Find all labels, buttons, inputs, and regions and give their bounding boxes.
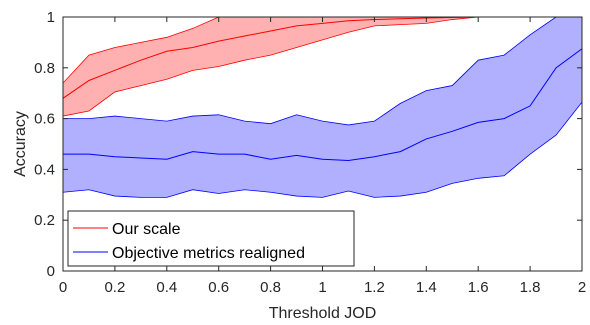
objective-metrics-realigned-lower-line	[63, 101, 582, 198]
y-tick-label: 0	[47, 263, 55, 280]
legend-box	[67, 210, 355, 267]
x-tick-label: 0	[59, 279, 67, 296]
x-axis-label: Threshold JOD	[269, 305, 377, 322]
our-scale-lower-line	[63, 17, 479, 117]
y-tick-label: 0.8	[34, 60, 55, 77]
y-tick-label: 0.4	[34, 161, 55, 178]
x-tick-label: 1.2	[364, 279, 385, 296]
y-tick-label: 0.2	[34, 212, 55, 229]
x-tick-label: 0.6	[208, 279, 229, 296]
objective-metrics-realigned-upper-line	[63, 17, 582, 126]
our-scale-mean-line	[63, 17, 479, 99]
x-tick-label: 1	[318, 279, 326, 296]
plot-area	[63, 17, 582, 198]
x-tick-label: 2	[578, 279, 586, 296]
x-tick-label: 0.4	[156, 279, 177, 296]
x-tick-label: 1.6	[468, 279, 489, 296]
x-tick-label: 1.8	[520, 279, 541, 296]
x-tick-label: 1.4	[416, 279, 437, 296]
y-tick-label: 1	[47, 9, 55, 26]
objective-metrics-realigned-mean-line	[63, 48, 582, 162]
y-axis-label: Accuracy	[12, 111, 29, 177]
x-tick-label: 0.8	[260, 279, 281, 296]
our-scale-band	[63, 17, 479, 117]
x-tick-label: 0.2	[104, 279, 125, 296]
our-scale-upper-line	[63, 17, 479, 84]
tick-labels: 0 0.2 0.4 0.6 0.8 1 1.2 1.4 1.6 1.8 2 0 0.2 0.4 0.6 0.8…	[34, 9, 586, 296]
objective-metrics-realigned-band	[63, 17, 582, 198]
axes	[62, 16, 583, 272]
legend: Our scale Objective metrics realigned	[67, 210, 355, 267]
legend-entry-our-scale: Our scale	[112, 221, 181, 238]
legend-entry-objective-metrics: Objective metrics realigned	[112, 245, 305, 262]
y-tick-label: 0.6	[34, 111, 55, 128]
